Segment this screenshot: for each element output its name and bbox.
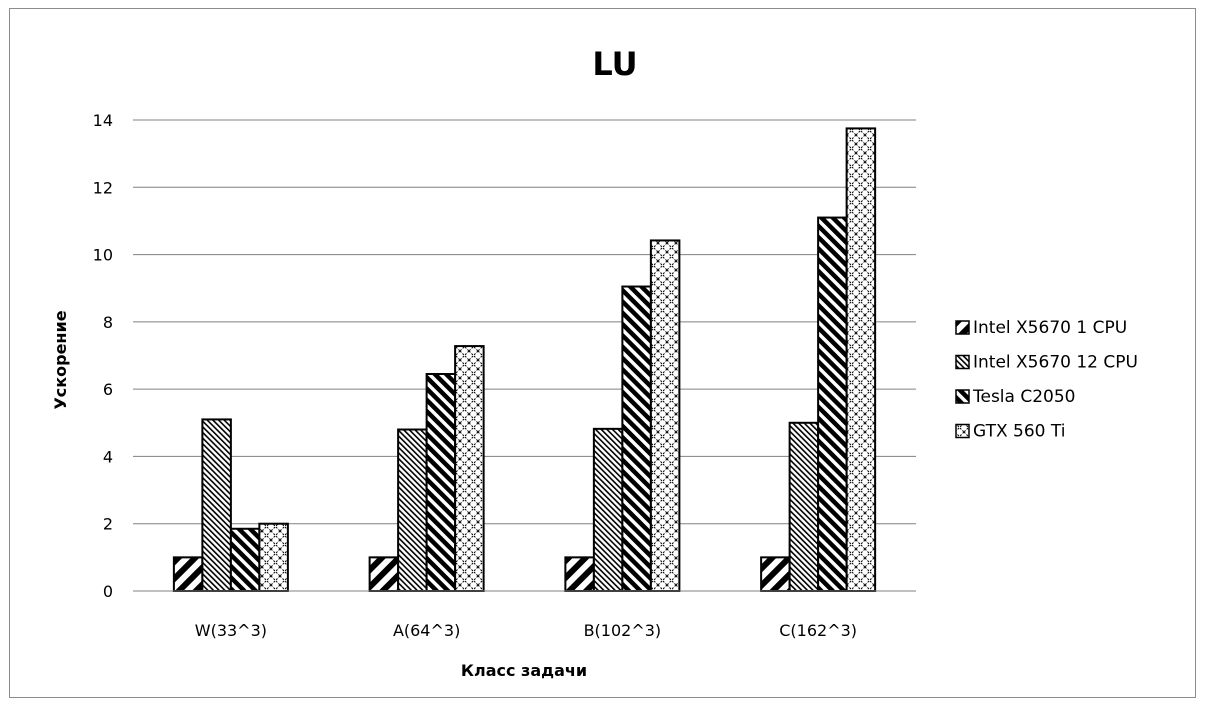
y-axis-title: Ускорение: [51, 310, 70, 409]
bar-3-2: [425, 373, 457, 592]
y-tick-label: 14: [93, 111, 113, 130]
legend-swatch: [955, 354, 970, 370]
bar-2-1: [201, 418, 232, 592]
bar-3-3: [621, 285, 652, 592]
y-tick-label: 0: [103, 582, 113, 601]
bar-3-1: [229, 527, 261, 593]
y-tick-label: 4: [103, 447, 113, 466]
chart-title: LU: [592, 45, 637, 83]
chart-frame: LU 0 2 4 6 8 10 12 14 W(33^3) A(64^3) B(102^3) C(1…: [9, 8, 1196, 698]
y-tick-label: 2: [103, 515, 113, 534]
bar-1-4: [760, 556, 791, 592]
bar-2-4: [788, 421, 820, 592]
bars: [172, 127, 877, 593]
bar-2-2: [397, 428, 428, 592]
y-axis-ticks: 0 2 4 6 8 10 12 14: [93, 111, 113, 601]
x-tick-label: B(102^3): [584, 621, 662, 640]
y-tick-label: 6: [103, 380, 113, 399]
bar-1-1: [172, 556, 204, 592]
x-tick-label: C(162^3): [779, 621, 857, 640]
gridlines: [133, 119, 916, 525]
legend-label: GTX 560 Ti: [973, 422, 1065, 442]
y-tick-label: 12: [93, 178, 113, 197]
x-tick-label: A(64^3): [393, 621, 460, 640]
bar-4-1: [258, 522, 289, 593]
x-axis-title: Класс задачи: [461, 661, 587, 680]
legend-swatch: [955, 423, 970, 439]
legend-swatch: [955, 389, 970, 404]
x-axis-ticks: W(33^3) A(64^3) B(102^3) C(162^3): [195, 621, 857, 640]
bar-2-3: [592, 427, 624, 592]
bar-4-2: [454, 345, 485, 592]
bar-chart: LU 0 2 4 6 8 10 12 14 W(33^3) A(64^3) B(102^3) C(1…: [51, 45, 1138, 680]
bar-1-3: [564, 556, 595, 592]
legend: Intel X5670 1 CPU Intel X5670 12 CPU Tesla…: [955, 318, 1138, 442]
legend-label: Intel X5670 12 CPU: [973, 353, 1138, 373]
legend-label: Intel X5670 1 CPU: [973, 318, 1127, 338]
bar-4-3: [649, 239, 681, 592]
x-tick-label: W(33^3): [195, 621, 267, 640]
y-tick-label: 10: [93, 246, 113, 265]
legend-label: Tesla C2050: [972, 387, 1076, 407]
legend-swatch: [955, 320, 970, 335]
bar-1-2: [368, 556, 400, 592]
bar-4-4: [845, 127, 877, 593]
bar-3-4: [817, 216, 848, 592]
y-tick-label: 8: [103, 313, 113, 332]
